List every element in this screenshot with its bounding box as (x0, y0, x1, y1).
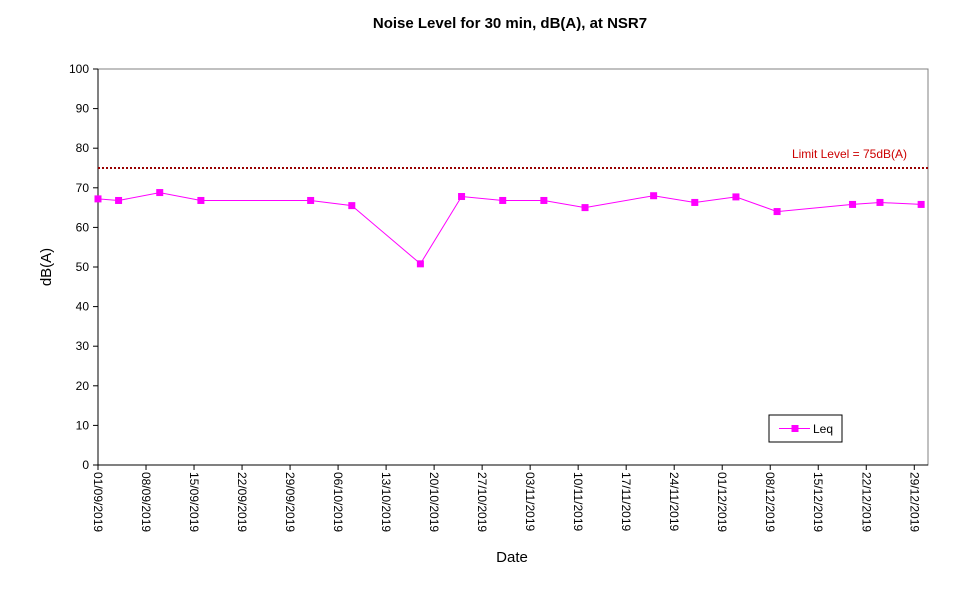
x-tick-label: 22/12/2019 (859, 472, 873, 532)
y-tick-label: 20 (76, 379, 90, 393)
legend-label-leq: Leq (813, 422, 833, 436)
x-tick-label: 24/11/2019 (667, 472, 681, 531)
limit-level-label: Limit Level = 75dB(A) (792, 147, 907, 161)
data-point (416, 260, 424, 268)
data-point (307, 196, 315, 204)
y-tick-label: 60 (76, 220, 90, 234)
data-point (348, 202, 356, 210)
x-tick-label: 06/10/2019 (331, 472, 345, 532)
series-leq (94, 189, 925, 268)
data-point (876, 198, 884, 206)
y-tick-label: 50 (76, 260, 90, 274)
x-tick-label: 01/09/2019 (91, 472, 105, 532)
x-tick-label: 29/09/2019 (283, 472, 297, 532)
y-tick-label: 0 (82, 458, 89, 472)
y-axis: 0 10 20 30 40 50 60 70 80 90 100 (69, 62, 99, 472)
data-point (458, 193, 466, 201)
data-point (540, 196, 548, 204)
x-tick-label: 01/12/2019 (715, 472, 729, 532)
data-point (115, 196, 123, 204)
x-tick-label: 15/12/2019 (811, 472, 825, 532)
data-point (650, 192, 658, 200)
y-tick-label: 80 (76, 141, 90, 155)
data-point (917, 200, 925, 208)
y-tick-label: 30 (76, 339, 90, 353)
data-point (581, 204, 589, 212)
y-tick-label: 10 (76, 418, 90, 432)
data-point (849, 200, 857, 208)
data-point (773, 208, 781, 216)
x-tick-label: 08/09/2019 (139, 472, 153, 532)
data-point (94, 195, 102, 203)
x-tick-label: 13/10/2019 (379, 472, 393, 532)
x-tick-label: 29/12/2019 (907, 472, 921, 532)
y-tick-label: 100 (69, 62, 89, 76)
legend: Leq (768, 414, 843, 443)
chart-title: Noise Level for 30 min, dB(A), at NSR7 (373, 15, 647, 32)
series-line (97, 192, 922, 265)
plot-area (97, 68, 929, 466)
x-tick-label: 17/11/2019 (619, 472, 633, 531)
x-tick-label: 20/10/2019 (427, 472, 441, 532)
x-tick-label: 15/09/2019 (187, 472, 201, 532)
data-point (691, 198, 699, 206)
y-tick-label: 40 (76, 300, 90, 314)
x-tick-label: 27/10/2019 (475, 472, 489, 532)
y-tick-label: 70 (76, 181, 90, 195)
y-axis-label: dB(A) (38, 248, 55, 286)
x-tick-label: 03/11/2019 (523, 472, 537, 531)
legend-marker-swatch (791, 425, 799, 432)
x-axis: 01/09/2019 08/09/2019 15/09/2019 22/09/2019… (91, 464, 928, 532)
data-point (732, 193, 740, 201)
x-axis-label: Date (496, 549, 528, 566)
x-tick-label: 10/11/2019 (571, 472, 585, 531)
y-tick-label: 90 (76, 102, 90, 116)
x-tick-label: 08/12/2019 (763, 472, 777, 532)
data-point (197, 196, 205, 204)
x-tick-label: 22/09/2019 (235, 472, 249, 532)
limit-level: Limit Level = 75dB(A) (98, 147, 928, 169)
data-point (156, 189, 164, 197)
data-point (499, 196, 507, 204)
